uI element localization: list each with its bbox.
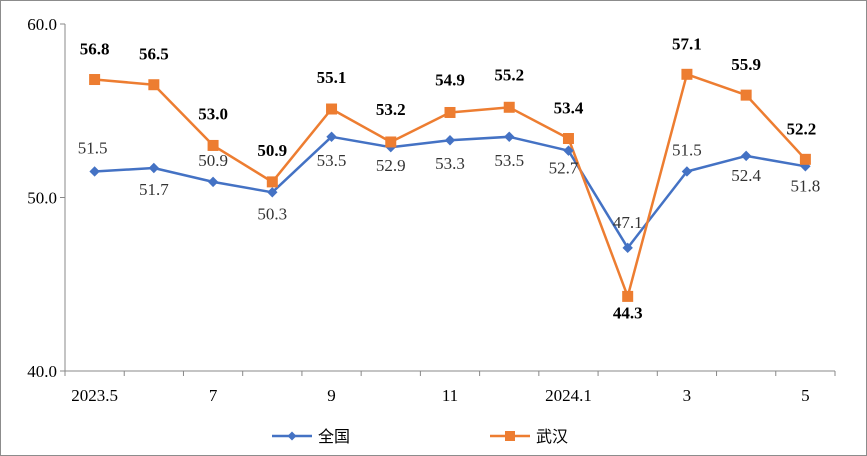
data-label: 51.5: [78, 138, 108, 157]
square-marker: [681, 68, 693, 80]
square-marker: [89, 74, 101, 86]
square-marker: [740, 89, 752, 101]
diamond-marker: [622, 242, 633, 254]
data-label: 51.7: [139, 180, 169, 199]
x-tick-label: 2023.5: [71, 386, 118, 405]
data-label: 52.4: [731, 166, 761, 185]
data-label: 51.5: [672, 140, 702, 159]
data-label: 52.9: [376, 156, 406, 175]
square-marker: [326, 103, 338, 115]
diamond-marker: [89, 166, 100, 177]
data-label: 53.4: [554, 99, 584, 118]
x-tick-label: 3: [683, 386, 692, 405]
square-marker: [266, 176, 278, 188]
data-label: 53.0: [198, 104, 228, 123]
y-tick-label: 40.0: [27, 362, 57, 381]
y-tick-label: 60.0: [27, 15, 57, 34]
diamond-marker: [740, 150, 752, 162]
data-label: 54.9: [435, 70, 465, 89]
data-label: 51.8: [791, 176, 821, 195]
x-tick-label: 7: [209, 386, 218, 405]
legend-square-marker: [505, 431, 515, 441]
legend-label: 武汉: [536, 427, 568, 446]
data-label: 52.7: [549, 159, 579, 178]
data-label: 55.2: [494, 65, 524, 84]
diamond-marker: [563, 145, 574, 156]
diamond-marker: [444, 135, 456, 146]
data-label: 57.1: [672, 34, 702, 53]
square-marker: [207, 139, 219, 151]
data-label: 53.5: [317, 151, 347, 170]
data-label: 47.1: [613, 213, 643, 232]
x-tick-label: 11: [442, 386, 458, 405]
square-marker: [148, 79, 160, 91]
data-label: 44.3: [613, 303, 643, 322]
legend-diamond-marker: [287, 431, 297, 441]
data-label: 53.3: [435, 154, 465, 173]
diamond-marker: [267, 187, 278, 198]
markers: [89, 68, 811, 302]
x-tick-label: 9: [327, 386, 336, 405]
data-label: 53.2: [376, 100, 406, 119]
diamond-marker: [207, 176, 219, 188]
legend-label: 全国: [318, 427, 350, 446]
data-label: 52.2: [787, 119, 817, 138]
diamond-marker: [326, 131, 337, 142]
diamond-marker: [148, 162, 160, 174]
square-marker: [622, 290, 634, 302]
x-tick-label: 5: [801, 386, 810, 405]
data-label: 56.5: [139, 45, 169, 64]
data-label: 50.3: [257, 204, 287, 223]
square-marker: [503, 101, 515, 113]
data-labels: 51.5 51.7 50.9 50.3 53.5 52.9 53.3 53.5 52.7 47.1…: [78, 34, 821, 322]
square-marker: [562, 133, 574, 145]
diamond-marker: [681, 166, 693, 177]
axes: 40.0 50.0 60.0 2023.5 7 9 11 2024.1 3 5: [27, 15, 836, 405]
data-label: 55.1: [317, 68, 347, 87]
data-label: 53.5: [494, 151, 524, 170]
diamond-marker: [504, 131, 515, 142]
data-label: 55.9: [731, 55, 761, 74]
data-label: 56.8: [80, 40, 110, 59]
square-marker: [799, 153, 811, 165]
data-label: 50.9: [198, 151, 228, 170]
y-tick-label: 50.0: [27, 189, 57, 208]
square-marker: [385, 136, 397, 148]
x-tick-label: 2024.1: [545, 386, 592, 405]
legend: 全国 武汉: [272, 427, 568, 446]
square-marker: [444, 106, 456, 118]
data-label: 50.9: [257, 141, 287, 160]
